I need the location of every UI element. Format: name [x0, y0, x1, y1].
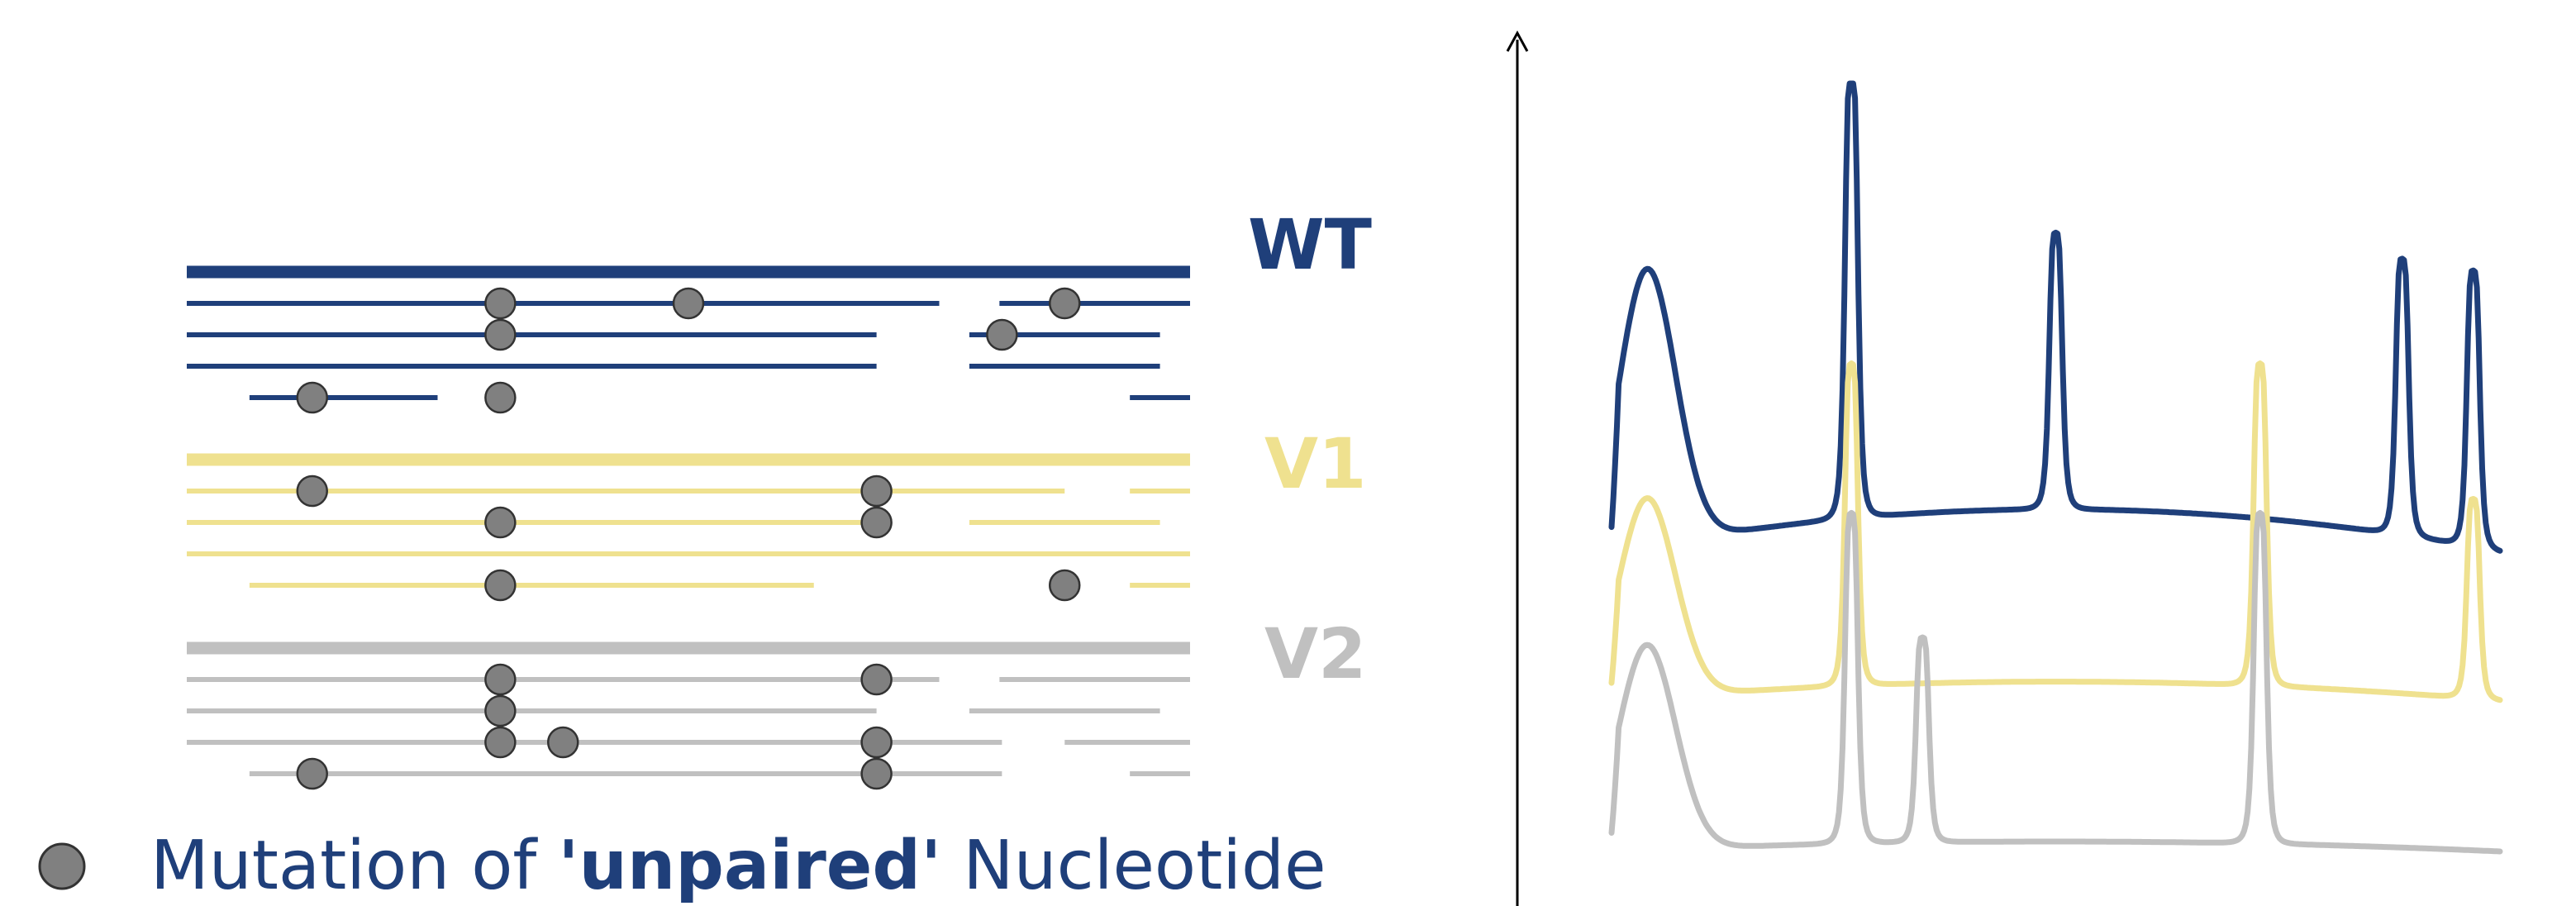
mutation-marker	[860, 726, 893, 759]
group-label-v1: V1	[1264, 423, 1366, 504]
mutation-marker	[484, 287, 517, 320]
mutation-marker	[296, 381, 328, 414]
mutation-marker	[860, 757, 893, 790]
mutation-marker	[484, 569, 517, 602]
group-label-wt: WT	[1248, 204, 1372, 285]
read-group-wt	[187, 265, 1190, 414]
mutation-marker	[484, 694, 517, 727]
legend: Mutation of 'unpaired' Nucleotide	[38, 827, 1326, 905]
mutation-marker	[1049, 287, 1081, 320]
legend-mutation-marker	[38, 842, 86, 890]
legend-text-after: Nucleotide	[941, 827, 1326, 905]
reads-panel	[187, 265, 1190, 790]
mutation-marker	[296, 474, 328, 508]
group-label-v2: V2	[1264, 613, 1366, 694]
legend-text-bold: 'unpaired'	[558, 827, 941, 905]
reactivity-profiles	[1608, 80, 2503, 855]
mutation-marker	[672, 287, 705, 320]
read-group-v1	[187, 453, 1190, 602]
profile-curve-v2	[1608, 510, 2503, 855]
y-axis-arrowhead	[1506, 30, 1529, 52]
mutation-marker	[860, 663, 893, 696]
mutation-marker	[484, 663, 517, 696]
mutation-marker	[1049, 569, 1081, 602]
profile-curve-wt	[1608, 80, 2503, 554]
mutation-marker	[484, 318, 517, 351]
mutation-marker	[860, 474, 893, 508]
mutation-marker	[296, 757, 328, 790]
mutation-marker	[484, 506, 517, 539]
read-group-v2	[187, 641, 1190, 790]
mutation-marker	[860, 506, 893, 539]
mutation-marker	[547, 726, 579, 759]
legend-text-before: Mutation of	[150, 827, 558, 905]
mutation-marker	[484, 381, 517, 414]
mutation-marker	[986, 318, 1018, 351]
legend-label: Mutation of 'unpaired' Nucleotide	[150, 827, 1326, 905]
group-labels: WT V1 V2	[1248, 204, 1372, 694]
profile-curve-v1	[1608, 360, 2503, 703]
mutation-marker	[484, 726, 517, 759]
profile-axis	[1506, 30, 1529, 906]
